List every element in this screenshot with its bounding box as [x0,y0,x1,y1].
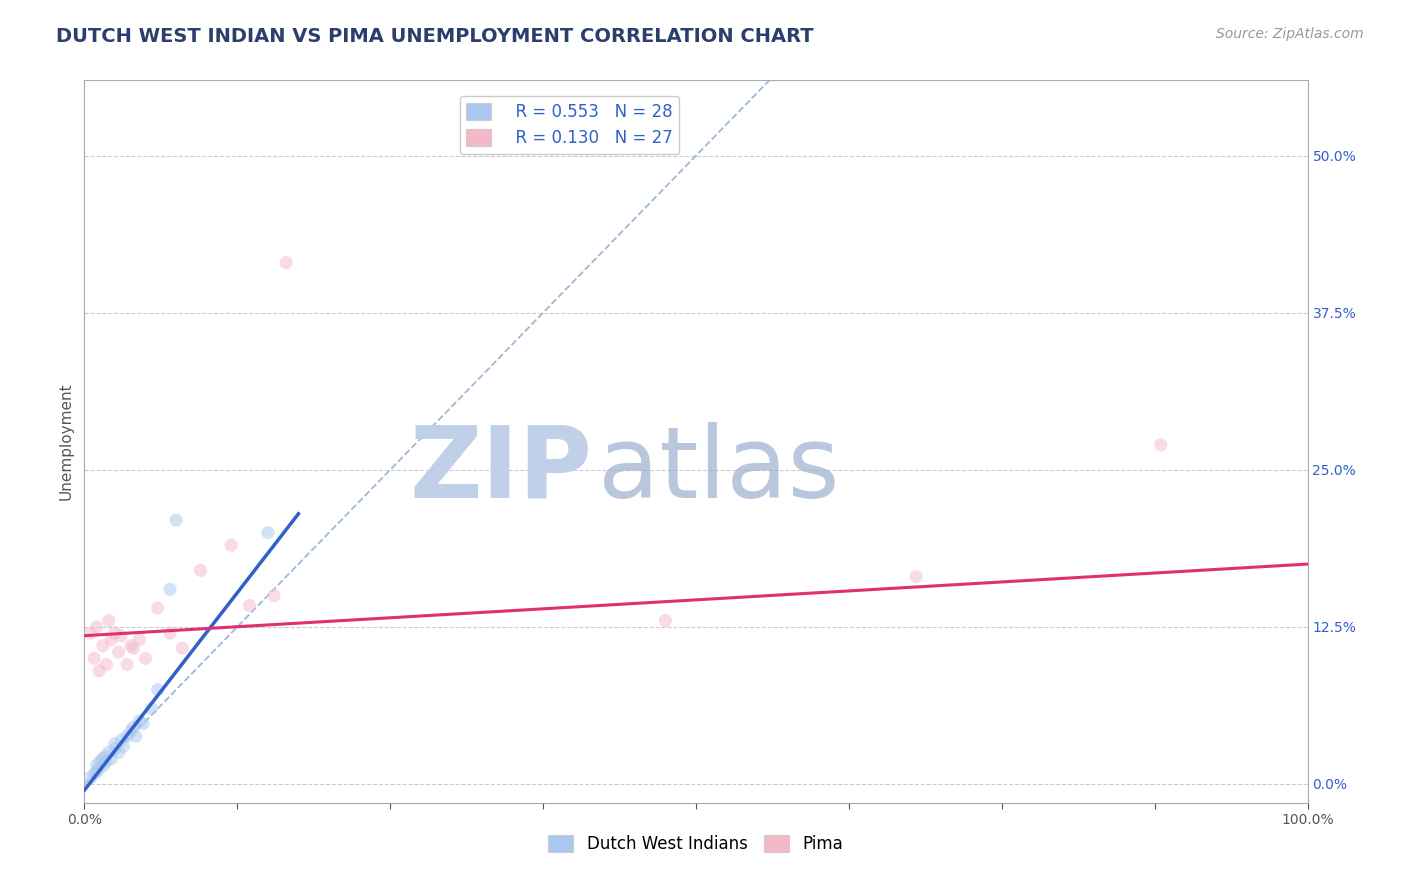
Point [79,626,101,640]
Point [165,513,187,527]
Point [125,729,148,743]
Point [104,626,127,640]
Point [120,724,142,739]
Point [190,563,212,577]
Point [104,737,127,751]
Point [96,657,118,672]
Point [1150,438,1173,452]
Point [110,733,132,747]
Point [79,771,101,785]
Point [122,641,145,656]
Point [83,651,105,665]
Point [172,641,194,656]
Point [107,746,129,760]
Point [257,525,280,540]
Text: DUTCH WEST INDIAN VS PIMA UNEMPLOYMENT CORRELATION CHART: DUTCH WEST INDIAN VS PIMA UNEMPLOYMENT C… [56,27,814,45]
Point [104,741,127,756]
Point [135,651,157,665]
Point [100,752,122,766]
Point [93,758,115,772]
Point [94,749,117,764]
Point [122,720,145,734]
Point [86,758,108,772]
Point [146,682,169,697]
Text: Source: ZipAtlas.com: Source: ZipAtlas.com [1216,27,1364,41]
Point [86,764,108,779]
Point [146,601,169,615]
Legend: Dutch West Indians, Pima: Dutch West Indians, Pima [541,828,851,860]
Point [159,582,181,597]
Point [96,755,118,769]
Point [86,620,108,634]
Y-axis label: Unemployment: Unemployment [58,383,73,500]
Point [654,614,676,628]
Point [91,752,114,766]
Point [110,629,132,643]
Point [276,255,298,269]
Text: atlas: atlas [598,422,839,519]
Point [107,645,129,659]
Point [89,755,111,769]
Point [128,714,150,728]
Point [87,664,110,678]
Point [141,701,163,715]
Point [91,639,114,653]
Point [219,538,242,552]
Point [112,739,135,754]
Point [115,729,138,743]
Point [128,632,150,647]
Point [87,762,110,776]
Point [905,569,928,583]
Point [132,716,155,731]
Point [238,599,260,613]
Point [100,632,122,647]
Point [83,767,105,781]
Point [97,746,120,760]
Point [97,614,120,628]
Point [159,626,181,640]
Point [115,657,138,672]
Text: ZIP: ZIP [409,422,592,519]
Point [120,639,142,653]
Point [263,589,285,603]
